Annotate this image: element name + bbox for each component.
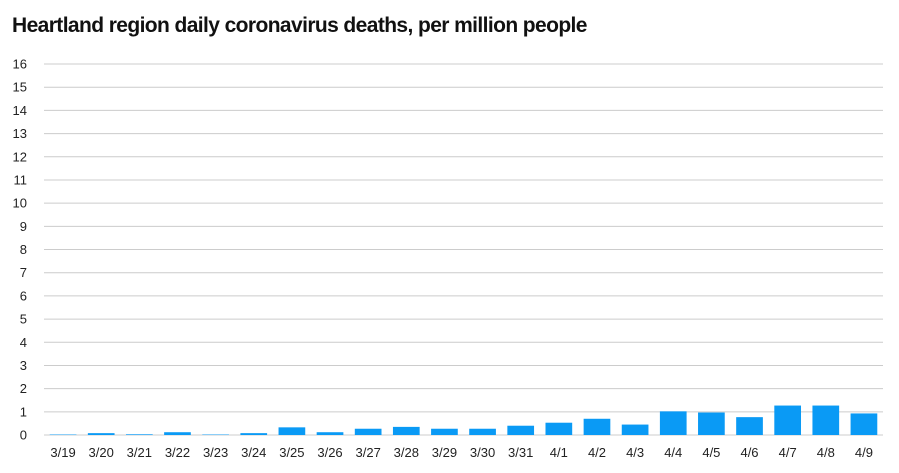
x-tick-label: 3/19 bbox=[50, 445, 75, 460]
x-tick-label: 3/24 bbox=[241, 445, 266, 460]
y-tick-label: 11 bbox=[14, 172, 28, 187]
x-tick-label: 3/29 bbox=[432, 445, 457, 460]
bar-3-31 bbox=[507, 425, 535, 435]
bar-3-29 bbox=[431, 428, 458, 435]
y-tick-label: 14 bbox=[13, 103, 27, 118]
bar-4-7 bbox=[774, 405, 802, 435]
x-tick-label: 3/20 bbox=[89, 445, 114, 460]
bar-4-4 bbox=[659, 411, 687, 435]
y-tick-label: 8 bbox=[20, 242, 27, 257]
y-tick-label: 16 bbox=[13, 57, 27, 72]
chart-title: Heartland region daily coronavirus death… bbox=[12, 14, 587, 37]
x-tick-label: 3/25 bbox=[279, 445, 304, 460]
bar-3-28 bbox=[392, 426, 420, 435]
bar-3-25 bbox=[278, 427, 306, 435]
x-tick-label: 3/26 bbox=[317, 445, 342, 460]
bar-4-1 bbox=[545, 422, 573, 435]
gridlines bbox=[44, 63, 883, 436]
x-tick-label: 3/22 bbox=[165, 445, 190, 460]
x-tick-label: 3/27 bbox=[356, 445, 381, 460]
x-tick-label: 4/4 bbox=[664, 445, 682, 460]
bars bbox=[49, 405, 878, 435]
y-tick-label: 4 bbox=[20, 335, 27, 350]
x-tick-label: 3/31 bbox=[508, 445, 533, 460]
bar-3-26 bbox=[316, 432, 344, 435]
x-tick-label: 3/28 bbox=[394, 445, 419, 460]
y-tick-label: 12 bbox=[13, 149, 27, 164]
bar-3-21 bbox=[125, 434, 153, 435]
bar-4-5 bbox=[698, 412, 725, 435]
bar-3-30 bbox=[469, 428, 496, 435]
x-tick-label: 4/2 bbox=[588, 445, 606, 460]
x-tick-label: 3/21 bbox=[127, 445, 152, 460]
y-tick-label: 7 bbox=[20, 265, 27, 280]
bar-4-2 bbox=[583, 418, 611, 435]
x-axis-ticks: 3/19 3/20 3/21 3/22 3/23 3/24 3/25 3/26 3/27 3/28… bbox=[50, 445, 873, 460]
y-tick-label: 6 bbox=[20, 288, 27, 303]
x-tick-label: 4/7 bbox=[779, 445, 797, 460]
x-tick-label: 4/6 bbox=[740, 445, 758, 460]
y-tick-label: 10 bbox=[13, 196, 27, 211]
bar-3-22 bbox=[164, 432, 191, 435]
x-tick-label: 4/5 bbox=[702, 445, 720, 460]
x-tick-label: 4/3 bbox=[626, 445, 644, 460]
bar-4-8 bbox=[812, 405, 840, 435]
bar-3-20 bbox=[87, 433, 115, 435]
y-tick-label: 0 bbox=[20, 428, 27, 443]
y-tick-label: 5 bbox=[20, 312, 27, 327]
bar-4-3 bbox=[621, 424, 649, 435]
bar-3-27 bbox=[354, 428, 382, 435]
x-tick-label: 3/23 bbox=[203, 445, 228, 460]
x-tick-label: 4/1 bbox=[550, 445, 568, 460]
bar-4-9 bbox=[850, 413, 878, 435]
y-tick-label: 3 bbox=[20, 358, 27, 373]
y-tick-label: 2 bbox=[20, 381, 27, 396]
bar-3-24 bbox=[240, 433, 268, 435]
y-tick-label: 13 bbox=[13, 126, 27, 141]
bar-4-6 bbox=[736, 417, 763, 435]
x-tick-label: 3/30 bbox=[470, 445, 495, 460]
y-tick-label: 1 bbox=[20, 404, 27, 419]
y-tick-label: 9 bbox=[20, 219, 27, 234]
y-tick-label: 15 bbox=[13, 80, 27, 95]
x-tick-label: 4/8 bbox=[817, 445, 835, 460]
x-tick-label: 4/9 bbox=[855, 445, 873, 460]
